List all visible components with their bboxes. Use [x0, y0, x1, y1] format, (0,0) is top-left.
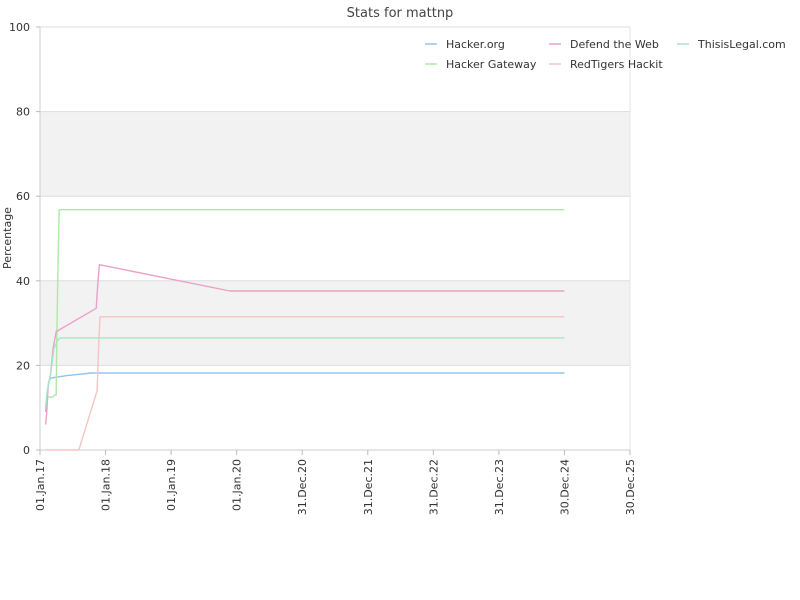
- legend-hacker-org-label: Hacker.org: [446, 38, 505, 51]
- x-tick-label: 31.Dec.21: [362, 459, 375, 515]
- y-tick-label: 80: [16, 106, 30, 119]
- legend-defend-the-web-label: Defend the Web: [570, 38, 659, 51]
- legend: Hacker.org Hacker Gateway Defend the Web Re…: [425, 38, 786, 71]
- axes: [39, 27, 631, 451]
- x-tick-label: 31.Dec.23: [493, 459, 506, 515]
- x-tick-label: 01.Jan.18: [100, 459, 113, 511]
- series-line-redtigers-hackit: [45, 316, 565, 451]
- x-tick-label: 30.Dec.25: [624, 459, 637, 515]
- legend-thisislegal-com-label: ThisisLegal.com: [697, 38, 786, 51]
- y-tick-label: 100: [9, 21, 30, 34]
- grid-band-1: [40, 111, 630, 197]
- series-lines: [44, 208, 565, 451]
- grid-lines: [40, 26, 630, 451]
- y-tick-label: 20: [16, 359, 30, 372]
- series-line-thisislegal-com: [44, 337, 565, 408]
- series-line-hacker-org: [44, 372, 565, 412]
- legend-hacker-gateway-label: Hacker Gateway: [446, 58, 537, 71]
- y-axis-ticks: 0 20 40 60 80 100: [9, 21, 40, 457]
- x-tick-label: 31.Dec.20: [296, 459, 309, 515]
- x-tick-label: 30.Dec.24: [558, 459, 571, 515]
- x-tick-label: 31.Dec.22: [427, 459, 440, 515]
- y-axis-label: Percentage: [1, 207, 14, 269]
- y-tick-label: 60: [16, 190, 30, 203]
- grid-bands: [40, 111, 630, 366]
- x-tick-label: 01.Jan.17: [34, 459, 47, 511]
- series-line-defend-the-web: [44, 264, 565, 425]
- grid-band-0: [40, 280, 630, 366]
- legend-redtigers-hackit-label: RedTigers Hackit: [570, 58, 663, 71]
- x-axis-ticks: 01.Jan.17 01.Jan.18 01.Jan.19 01.Jan.20 31.D…: [34, 450, 637, 515]
- series-line-hacker-gateway: [44, 208, 565, 408]
- chart-title: Stats for mattnp: [347, 6, 454, 21]
- x-tick-label: 01.Jan.20: [231, 459, 244, 511]
- x-tick-label: 01.Jan.19: [165, 459, 178, 511]
- y-tick-label: 40: [16, 275, 30, 288]
- y-tick-label: 0: [23, 444, 30, 457]
